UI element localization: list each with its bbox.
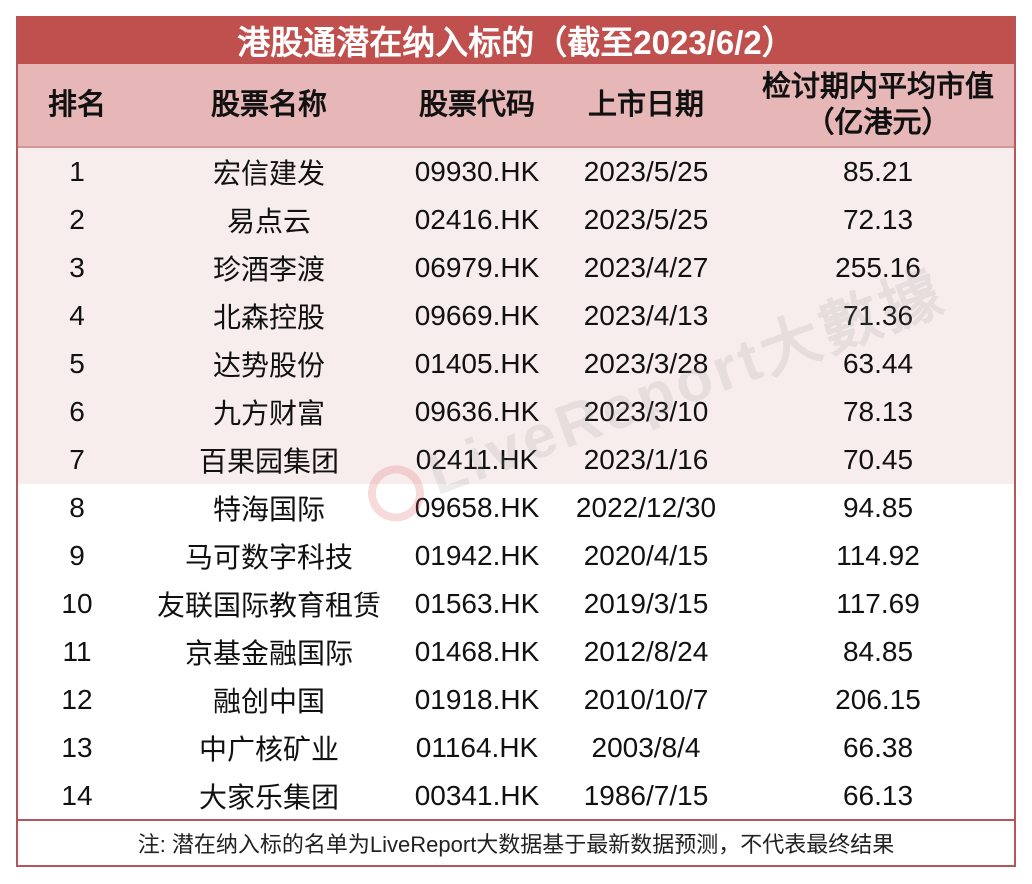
- cell-rank: 8: [69, 492, 85, 523]
- cell-code: 06979.HK: [414, 252, 540, 283]
- table-row: 4 北森控股 09669.HK 2023/4/13 71.36: [18, 292, 1014, 340]
- cell-name: 友联国际教育租赁: [156, 590, 381, 621]
- cell-name: 达势股份: [212, 350, 325, 381]
- cell-rank: 7: [69, 444, 85, 475]
- cell-rank: 4: [69, 300, 85, 331]
- cell-date: 2023/5/25: [583, 204, 709, 235]
- header-listing-date: 上市日期: [587, 89, 704, 121]
- cell-code: 02411.HK: [415, 444, 539, 475]
- cell-name: 易点云: [226, 206, 311, 237]
- cell-code: 09658.HK: [414, 492, 540, 523]
- cell-date: 2010/10/7: [583, 684, 709, 715]
- cell-value: 206.15: [835, 684, 921, 715]
- cell-rank: 11: [62, 636, 92, 667]
- cell-name: 百果园集团: [198, 446, 339, 477]
- cell-rank: 6: [69, 396, 85, 427]
- cell-date: 2020/4/15: [583, 540, 709, 571]
- cell-date: 2003/8/4: [591, 732, 701, 763]
- table-header: 排名 股票名称 股票代码 上市日期 检讨期内平均市值 （亿港元）: [18, 64, 1014, 148]
- cell-code: 01942.HK: [414, 540, 540, 571]
- cell-date: 2023/3/28: [583, 348, 709, 379]
- cell-name: 宏信建发: [212, 158, 325, 189]
- cell-name: 珍酒李渡: [212, 254, 325, 285]
- header-avg-market-cap-line1: 检讨期内平均市值: [761, 71, 994, 103]
- cell-value: 255.16: [835, 252, 921, 283]
- cell-rank: 3: [69, 252, 85, 283]
- cell-value: 63.44: [842, 348, 914, 379]
- header-name: 股票名称: [210, 89, 327, 121]
- cell-name: 大家乐集团: [198, 782, 339, 813]
- cell-value: 114.92: [836, 540, 920, 571]
- table-row: 13 中广核矿业 01164.HK 2003/8/4 66.38: [18, 724, 1014, 772]
- cell-value: 85.21: [842, 156, 914, 187]
- table-row: 2 易点云 02416.HK 2023/5/25 72.13: [18, 196, 1014, 244]
- cell-date: 2022/12/30: [575, 492, 717, 523]
- cell-date: 1986/7/15: [583, 780, 709, 811]
- cell-code: 01405.HK: [414, 348, 540, 379]
- cell-code: 09669.HK: [414, 300, 540, 331]
- table-frame: 港股通潜在纳入标的（截至2023/6/2） 排名 股票名称 股票代码 上市日期 …: [16, 16, 1016, 867]
- header-rank: 排名: [47, 89, 106, 121]
- cell-rank: 13: [61, 732, 93, 763]
- cell-rank: 9: [69, 540, 85, 571]
- cell-date: 2019/3/15: [583, 588, 709, 619]
- header-code: 股票代码: [418, 89, 535, 121]
- cell-date: 2023/4/27: [583, 252, 709, 283]
- cell-rank: 1: [69, 156, 85, 187]
- cell-value: 66.38: [842, 732, 914, 763]
- table-row: 7 百果园集团 02411.HK 2023/1/16 70.45: [18, 436, 1014, 484]
- cell-code: 01918.HK: [414, 684, 540, 715]
- cell-code: 09636.HK: [414, 396, 540, 427]
- table-row: 1 宏信建发 09930.HK 2023/5/25 85.21: [18, 148, 1014, 196]
- cell-code: 00341.HK: [414, 780, 540, 811]
- cell-name: 马可数字科技: [184, 542, 353, 573]
- cell-code: 02416.HK: [414, 204, 540, 235]
- cell-value: 66.13: [842, 780, 914, 811]
- table-row: 5 达势股份 01405.HK 2023/3/28 63.44: [18, 340, 1014, 388]
- cell-value: 70.45: [842, 444, 914, 475]
- cell-value: 72.13: [842, 204, 914, 235]
- cell-rank: 5: [69, 348, 85, 379]
- table-row: 11 京基金融国际 01468.HK 2012/8/24 84.85: [18, 628, 1014, 676]
- cell-rank: 2: [69, 204, 85, 235]
- cell-name: 特海国际: [212, 494, 325, 525]
- table-row: 8 特海国际 09658.HK 2022/12/30 94.85: [18, 484, 1014, 532]
- cell-code: 09930.HK: [414, 156, 540, 187]
- cell-value: 78.13: [842, 396, 914, 427]
- cell-date: 2023/3/10: [583, 396, 709, 427]
- cell-rank: 12: [61, 684, 93, 715]
- cell-value: 71.36: [842, 300, 914, 331]
- cell-code: 01164.HK: [415, 732, 539, 763]
- cell-name: 京基金融国际: [184, 638, 353, 669]
- cell-name: 北森控股: [212, 302, 325, 333]
- cell-code: 01468.HK: [414, 636, 540, 667]
- table-row: 14 大家乐集团 00341.HK 1986/7/15 66.13: [18, 772, 1014, 820]
- header-avg-market-cap: 检讨期内平均市值 （亿港元）: [740, 64, 1016, 146]
- cell-rank: 14: [61, 780, 93, 811]
- cell-value: 117.69: [836, 588, 920, 619]
- cell-rank: 10: [61, 588, 93, 619]
- cell-code: 01563.HK: [414, 588, 540, 619]
- cell-date: 2023/1/16: [583, 444, 709, 475]
- cell-date: 2023/4/13: [583, 300, 709, 331]
- table-row: 12 融创中国 01918.HK 2010/10/7 206.15: [18, 676, 1014, 724]
- table-title: 港股通潜在纳入标的（截至2023/6/2）: [18, 16, 1014, 64]
- cell-name: 九方财富: [212, 398, 325, 429]
- cell-value: 84.85: [842, 636, 914, 667]
- cell-value: 94.85: [842, 492, 914, 523]
- table-row: 9 马可数字科技 01942.HK 2020/4/15 114.92: [18, 532, 1014, 580]
- header-avg-market-cap-line2: （亿港元）: [805, 107, 951, 139]
- cell-name: 融创中国: [212, 686, 325, 717]
- cell-name: 中广核矿业: [198, 734, 339, 765]
- cell-date: 2012/8/24: [583, 636, 709, 667]
- table-row: 3 珍酒李渡 06979.HK 2023/4/27 255.16: [18, 244, 1014, 292]
- footnote: 注: 潜在纳入标的名单为LiveReport大数据基于最新数据预测，不代表最终结…: [18, 819, 1014, 865]
- table-body: 1 宏信建发 09930.HK 2023/5/25 85.21 2 易点云 02…: [18, 148, 1014, 820]
- cell-date: 2023/5/25: [583, 156, 709, 187]
- table-row: 6 九方财富 09636.HK 2023/3/10 78.13: [18, 388, 1014, 436]
- table-row: 10 友联国际教育租赁 01563.HK 2019/3/15 117.69: [18, 580, 1014, 628]
